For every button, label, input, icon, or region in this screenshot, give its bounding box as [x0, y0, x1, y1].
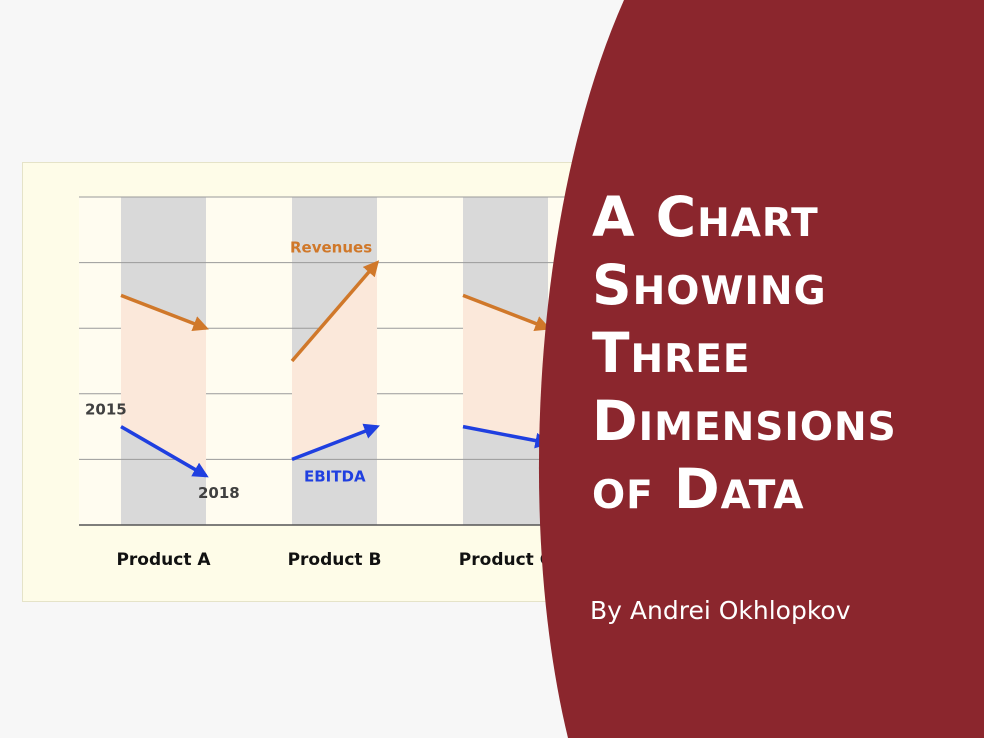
category-label: Product B: [288, 550, 382, 570]
title-line: Three: [592, 321, 751, 385]
margin-band: [292, 262, 377, 460]
title-line: Dimensions: [592, 389, 897, 453]
series-label-ebitda: EBITDA: [304, 467, 366, 485]
ebitda-arrow: [291, 423, 380, 462]
margin-band: [463, 295, 548, 443]
revenues-arrow: [120, 293, 209, 332]
page-title: A Chart Showing Three Dimensions of Data: [592, 183, 972, 523]
period-label-end: 2018: [198, 484, 240, 502]
ebitda-arrow: [120, 425, 209, 478]
margin-band: [121, 295, 206, 476]
title-line: A Chart: [592, 185, 819, 249]
category-label: Product C: [459, 550, 552, 570]
chart-card: Revenues EBITDA 2015 2018 Product A Product B…: [22, 162, 602, 602]
category-label: Product A: [116, 550, 211, 570]
revenues-arrow: [462, 293, 551, 332]
period-label-start: 2015: [85, 401, 127, 419]
slope-chart: Revenues EBITDA 2015 2018 Product A Product B…: [79, 196, 583, 570]
title-line: of Data: [592, 457, 805, 521]
series-label-revenues: Revenues: [290, 239, 372, 257]
revenues-arrow: [290, 260, 380, 363]
ebitda-arrow: [462, 424, 552, 449]
title-panel-shape: [538, 0, 984, 738]
title-line: Showing: [592, 253, 827, 317]
author-byline: By Andrei Okhlopkov: [590, 596, 851, 625]
